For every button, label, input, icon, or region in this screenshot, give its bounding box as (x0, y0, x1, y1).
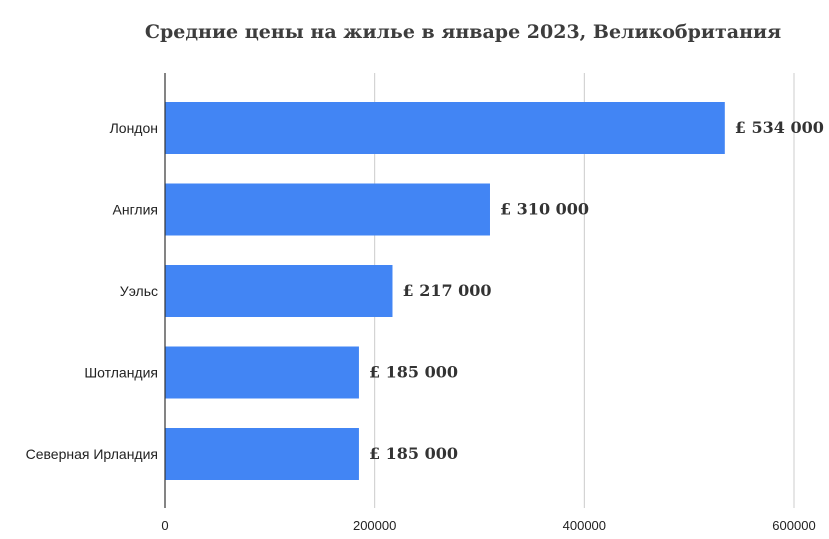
x-tick-labels: 0 200000 400000 600000 (161, 518, 815, 533)
x-tick-label: 200000 (353, 518, 396, 533)
bar (165, 265, 393, 317)
bar (165, 346, 359, 399)
category-label: Северная Ирландия (26, 446, 158, 462)
x-tick-label: 0 (161, 518, 168, 533)
bar (165, 102, 725, 154)
category-labels: Лондон Англия Уэльс Шотландия Северная Ирлан… (26, 120, 158, 462)
bar (165, 428, 359, 480)
data-label: £ 217 000 (402, 281, 491, 300)
category-label: Лондон (110, 120, 158, 136)
data-label: £ 534 000 (735, 118, 824, 137)
category-label: Шотландия (84, 365, 158, 381)
data-label: £ 310 000 (500, 200, 589, 219)
bar (165, 183, 490, 236)
category-label: Англия (113, 202, 158, 218)
data-labels: £ 534 000 £ 310 000 £ 217 000 £ 185 000 £ 18… (369, 118, 824, 463)
data-label: £ 185 000 (369, 363, 458, 382)
chart-title: Средние цены на жилье в январе 2023, Вел… (145, 21, 781, 43)
x-tick-label: 400000 (563, 518, 606, 533)
category-label: Уэльс (120, 283, 158, 299)
data-label: £ 185 000 (369, 444, 458, 463)
x-tick-label: 600000 (772, 518, 815, 533)
bars (165, 102, 725, 480)
